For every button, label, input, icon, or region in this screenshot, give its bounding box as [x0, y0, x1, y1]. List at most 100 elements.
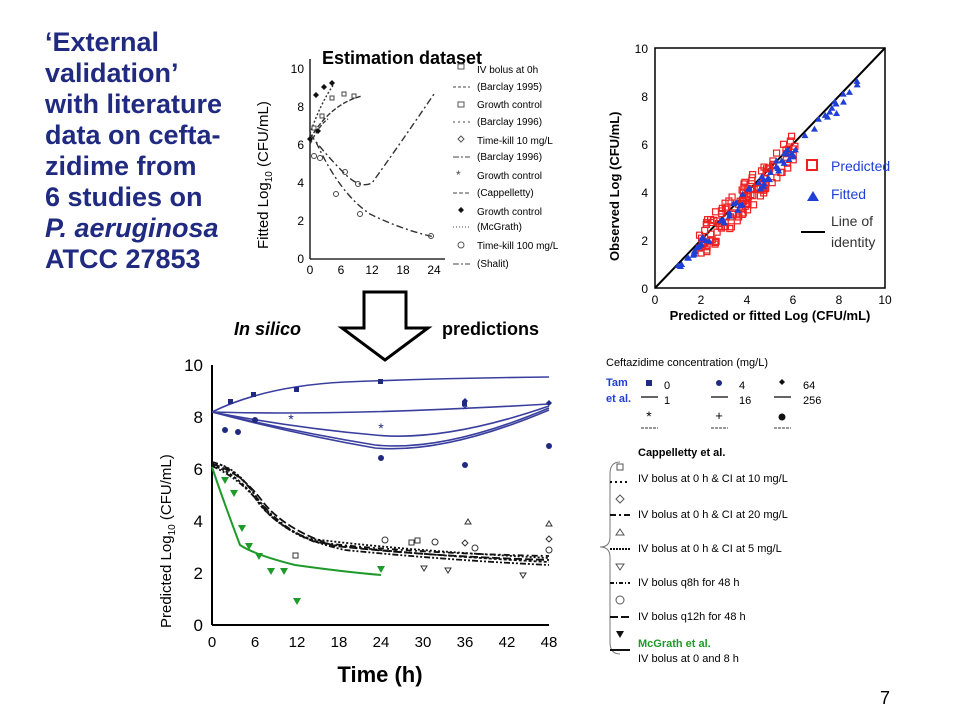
estimation-y-ticks: 0 2 4 6 8 10: [291, 62, 305, 266]
svg-text:4: 4: [194, 512, 203, 531]
fitted-point: [736, 202, 744, 209]
title-line: validation’: [45, 58, 179, 88]
in-silico-label: In silico: [234, 319, 301, 339]
predictions-label: predictions: [442, 319, 539, 339]
svg-text:0: 0: [652, 293, 659, 307]
svg-text:6: 6: [297, 138, 304, 152]
fitted-legend-icon: [807, 191, 819, 201]
fitted-point: [785, 155, 793, 162]
page-number: 7: [880, 688, 891, 708]
predicted-point: [749, 171, 757, 179]
fitted-point: [833, 109, 841, 116]
predicted-point: [727, 223, 735, 231]
svg-text:Time-kill 10 mg/L: Time-kill 10 mg/L: [477, 136, 553, 147]
prediction-x-ticks: 0 6 12 18 24 30 36 42 48: [208, 634, 558, 651]
fitted-point: [732, 199, 740, 206]
fitted-point: [780, 150, 788, 157]
svg-text:Growth control: Growth control: [477, 100, 542, 111]
svg-text:30: 30: [415, 634, 432, 651]
fitted-point: [701, 236, 709, 243]
fitted-point: [845, 88, 853, 95]
svg-text:*: *: [288, 411, 294, 427]
svg-text:4: 4: [744, 293, 751, 307]
prediction-figure: Predicted Log10 (CFU/mL) 0 2 4 6 8 10 0 …: [158, 356, 558, 687]
fitted-point: [772, 157, 780, 164]
fitted-point: [853, 81, 861, 88]
svg-text:0: 0: [641, 282, 648, 296]
svg-text:Fitted: Fitted: [831, 186, 866, 202]
svg-text:6: 6: [641, 138, 648, 152]
svg-text:IV bolus at 0 h & CI at 20 mg/: IV bolus at 0 h & CI at 20 mg/L: [638, 509, 788, 521]
fitted-point: [719, 216, 727, 223]
scatter-y-ticks: 0 2 4 6 8 10: [635, 42, 649, 296]
svg-text:10: 10: [291, 62, 305, 76]
svg-text:8: 8: [297, 100, 304, 114]
fitted-point: [766, 176, 774, 183]
title-line: with literature: [45, 89, 223, 119]
svg-text:(Barclay 1996): (Barclay 1996): [477, 152, 542, 163]
svg-text:0: 0: [297, 252, 304, 266]
fitted-point: [828, 104, 836, 111]
title-line: data on cefta-: [45, 120, 221, 150]
predicted-point: [787, 132, 796, 140]
estimation-x-ticks: 0 6 12 18 24: [307, 263, 441, 277]
predicted-point: [740, 180, 748, 188]
svg-text:12: 12: [365, 263, 379, 277]
predicted-point: [733, 217, 741, 225]
fitted-point: [772, 163, 780, 170]
svg-text:*: *: [456, 168, 461, 182]
svg-text:6: 6: [790, 293, 797, 307]
svg-text:10: 10: [635, 42, 649, 56]
svg-text:IV bolus q12h for 48 h: IV bolus q12h for 48 h: [638, 611, 746, 623]
estimation-heading: Estimation dataset: [322, 48, 482, 68]
svg-text:4: 4: [297, 176, 304, 190]
svg-text:+: +: [715, 408, 723, 423]
fitted-point: [689, 251, 697, 258]
predicted-point: [711, 208, 720, 216]
fitted-point: [791, 146, 799, 153]
fitted-point: [677, 263, 685, 270]
svg-text:16: 16: [739, 395, 751, 407]
estimation-curves: [309, 83, 435, 238]
svg-text:0: 0: [664, 380, 670, 392]
predicted-point: [701, 226, 709, 235]
svg-text:0: 0: [194, 616, 203, 635]
svg-text:2: 2: [194, 564, 203, 583]
tam-curves: [211, 376, 550, 450]
prediction-x-label: Time (h): [337, 662, 422, 687]
estimation-y-label: Fitted Log10 (CFU/mL): [255, 101, 275, 249]
svg-text:IV bolus at 0 h & CI at 5 mg/L: IV bolus at 0 h & CI at 5 mg/L: [638, 543, 782, 555]
prediction-y-ticks: 0 2 4 6 8 10: [184, 356, 203, 635]
fitted-point: [693, 244, 701, 251]
fitted-point: [853, 77, 861, 84]
fitted-point: [691, 247, 699, 254]
predicted-legend-icon: [806, 159, 818, 171]
title-line: 6 studies on: [45, 182, 203, 212]
svg-text:*: *: [378, 420, 384, 436]
mcgrath-item: IV bolus at 0 and 8 h: [638, 653, 739, 665]
svg-text:(McGrath): (McGrath): [477, 222, 522, 233]
estimation-markers: [311, 91, 434, 239]
fitted-point: [784, 145, 792, 152]
svg-text:*: *: [646, 408, 652, 424]
svg-text:8: 8: [641, 90, 648, 104]
svg-text:8: 8: [194, 408, 203, 427]
in-silico-arrow-block: In silico predictions: [234, 290, 539, 362]
svg-text:4: 4: [739, 380, 745, 392]
svg-text:36: 36: [457, 634, 474, 651]
predicted-point: [721, 199, 729, 207]
svg-text:48: 48: [541, 634, 558, 651]
svg-text:256: 256: [803, 395, 821, 407]
fitted-point: [739, 190, 747, 197]
svg-text:64: 64: [803, 380, 815, 392]
scatter-legend: Predicted Fitted Line of identity: [801, 158, 890, 250]
tam-label: Tam: [606, 377, 628, 389]
svg-text:(Cappelletty): (Cappelletty): [477, 188, 534, 199]
fitted-point: [780, 159, 788, 166]
svg-text:Time-kill 100 mg/L: Time-kill 100 mg/L: [477, 241, 559, 252]
svg-text:IV bolus at 0h: IV bolus at 0h: [477, 65, 538, 76]
cappelletty-curves: [211, 461, 550, 566]
fitted-point: [775, 167, 783, 174]
fitted-point: [685, 254, 693, 261]
fitted-point: [839, 98, 847, 105]
